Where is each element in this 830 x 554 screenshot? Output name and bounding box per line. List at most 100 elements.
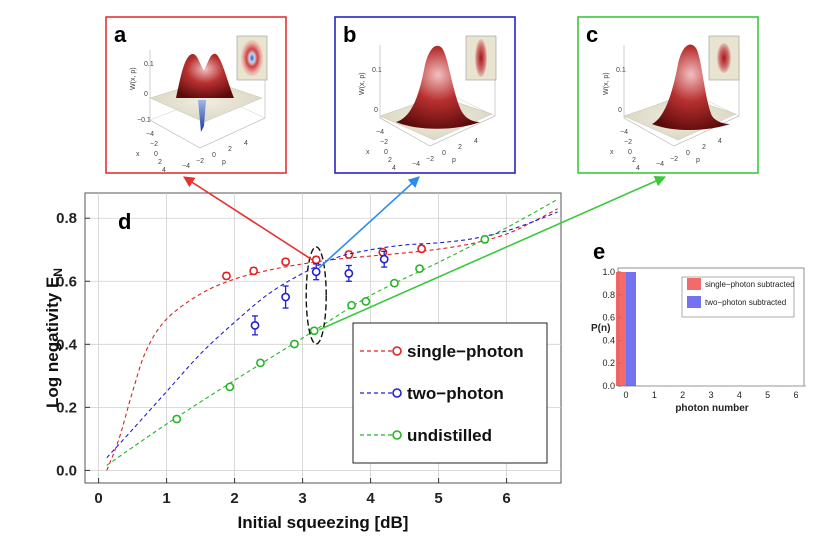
bar-y-title: P(n): [591, 323, 610, 334]
x-axis: 0 1 2 3 4 5 6: [94, 478, 511, 507]
data-point: [347, 300, 356, 310]
data-point: [311, 255, 321, 265]
data-point: [250, 320, 260, 330]
panel-c: c W(x, p) 0.1 0 −4 −2 0 2 4 x −4 −2 0 2 …: [577, 16, 759, 174]
panel-a-xtick: 0: [154, 151, 158, 158]
bar-y-tick-label: 0.0: [602, 381, 615, 391]
y-axis: 0.0 0.2 0.4 0.6 0.8: [56, 210, 90, 479]
panel-c-xtick: −4: [620, 129, 628, 136]
bar-legend: single−photon subtracted two−photon subtr…: [681, 276, 795, 318]
arrows: [183, 175, 667, 331]
legend-swatch-marker: [392, 388, 402, 398]
legend-swatch-marker: [392, 346, 402, 356]
panel-c-ptick: 0: [686, 150, 690, 157]
panel-a-ptick: −4: [182, 163, 190, 170]
panel-b-xtick: −4: [376, 129, 384, 136]
panel-b-zlabel: W(x, p): [359, 72, 366, 95]
data-point: [290, 339, 299, 349]
y-tick-label: 0.0: [56, 462, 77, 479]
data-point: [222, 271, 231, 281]
panel-b-ptick: 0: [442, 150, 446, 157]
data-point: [256, 358, 265, 368]
panel-b-ztick: 0.1: [372, 67, 382, 74]
data-point: [415, 264, 424, 274]
panel-b-xtick: 2: [388, 157, 392, 164]
panel-b-ztick: 0: [374, 107, 378, 114]
legend-swatch-marker: [392, 430, 402, 440]
panel-a-ptick: 2: [228, 146, 232, 153]
data-point: [281, 257, 290, 267]
data-point: [480, 234, 490, 244]
theory-curve: [106, 211, 558, 459]
bar-x-tick-label: 0: [623, 390, 628, 400]
panel-b-plabel: p: [452, 157, 456, 164]
wigner-peak: [396, 45, 480, 129]
panel-b-xtick: −2: [380, 139, 388, 146]
bar-x-tick-label: 4: [737, 390, 742, 400]
data-point: [378, 247, 388, 257]
panel-b-label: b: [343, 22, 356, 47]
panel-a-xtick: 4: [162, 167, 166, 174]
panel-a-ztick: 0: [144, 91, 148, 98]
theory-curve: [106, 208, 558, 471]
x-tick-label: 6: [502, 490, 510, 507]
x-tick-label: 5: [434, 490, 442, 507]
panel-a-ptick: −2: [196, 158, 204, 165]
data-point: [311, 267, 321, 277]
panel-a-ptick: 4: [244, 140, 248, 147]
panel-c-plabel: p: [696, 157, 700, 164]
data-point: [281, 292, 290, 302]
arrow-to-panel-b: [318, 176, 420, 269]
x-axis-title: Initial squeezing [dB]: [238, 513, 409, 532]
legend-label: single−photon: [407, 342, 524, 361]
panel-c-xtick: 4: [636, 165, 640, 172]
highlight-ellipse: [305, 246, 327, 345]
panel-a-xtick: −4: [146, 131, 154, 138]
panel-b-xlabel: x: [366, 149, 370, 156]
bar-y-tick-label: 0.6: [602, 313, 615, 323]
panel-c-xtick: 0: [628, 149, 632, 156]
panel-a-xlabel: x: [136, 151, 140, 158]
panel-a: a W(x, p) 0.1 0 −0.1 −4 −2 0 2 4 x −4 −2…: [105, 16, 287, 174]
legend: single−photon two−photon undistilled: [352, 322, 548, 464]
data-point: [389, 278, 399, 288]
panel-b-xtick: 4: [392, 165, 396, 172]
wigner-humps: [176, 53, 234, 98]
legend-label: two−photon: [407, 384, 504, 403]
bar-y-tick-label: 1.0: [602, 267, 615, 277]
data-point: [172, 414, 182, 424]
svg-text:Log negativity EN: Log negativity EN: [43, 268, 65, 408]
legend-label: undistilled: [407, 426, 492, 445]
legend-box: [352, 322, 548, 464]
panel-b-ptick: 4: [474, 138, 478, 145]
data-point: [417, 244, 426, 254]
panel-b-xtick: 0: [384, 149, 388, 156]
panel-b: b W(x, p) 0.1 0 −4 −2 0 2 4 x −4 −2 0 2 …: [334, 16, 516, 174]
data-point: [361, 297, 371, 306]
panel-e-label: e: [593, 239, 605, 264]
y-axis-title-text: Log negativity E: [43, 277, 62, 408]
series-0: [106, 208, 558, 471]
bar-legend-swatch: [687, 296, 701, 308]
data-point: [344, 268, 354, 278]
y-tick-label: 0.4: [56, 336, 78, 353]
bar-y-tick-label: 0.4: [602, 335, 615, 345]
panel-c-zlabel: W(x, p): [603, 72, 610, 95]
arrow-to-panel-a: [183, 176, 313, 261]
x-tick-label: 4: [366, 490, 375, 507]
series-2: [106, 198, 558, 466]
panel-b-ptick: −4: [412, 161, 420, 168]
y-axis-title-sub: N: [51, 268, 65, 277]
series: [106, 198, 558, 471]
bar-legend-label: single−photon subtracted: [705, 280, 795, 289]
panel-a-ztick: −0.1: [137, 117, 151, 124]
chart-e: e 0.0 0.2 0.4 0.6 0.8 1.0 0 1 2 3 4 5 6 P(n) photon …: [591, 239, 806, 414]
y-tick-label: 0.2: [56, 399, 77, 416]
panel-c-xlabel: x: [610, 149, 614, 156]
bar-y-tick-label: 0.2: [602, 358, 615, 368]
bars: 0.0 0.2 0.4 0.6 0.8 1.0 0 1 2 3 4 5 6: [602, 267, 806, 400]
bar-y-tick-label: 0.8: [602, 290, 615, 300]
panel-a-ptick: 0: [212, 152, 216, 159]
y-tick-label: 0.8: [56, 210, 77, 227]
